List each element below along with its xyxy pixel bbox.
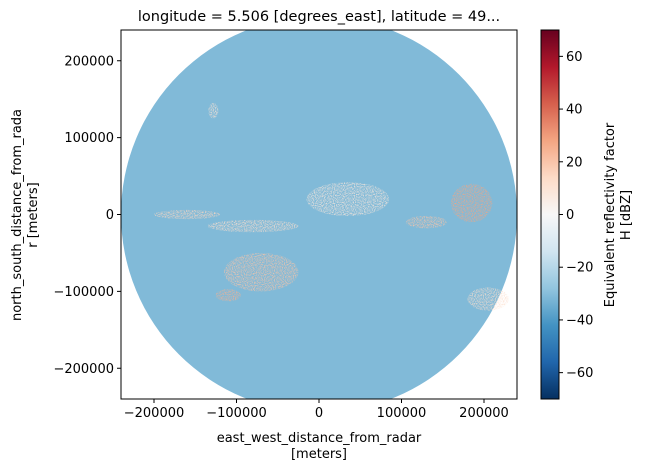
y-tick-label: 100000 [64, 131, 114, 146]
x-tick-label: 200000 [459, 406, 509, 421]
colorbar-label-line2: H [dBZ] [619, 190, 634, 240]
y-tick-label: −200000 [53, 362, 114, 377]
echo-layer [154, 103, 509, 311]
echo-region [306, 182, 390, 217]
colorbar-tick-label: −20 [566, 261, 593, 276]
chart-title: longitude = 5.506 [degrees_east], latitu… [138, 9, 500, 25]
plot-area [121, 30, 517, 399]
colorbar [540, 29, 560, 400]
y-tick-label: −100000 [53, 285, 114, 300]
colorbar-tick-label: −60 [566, 366, 593, 381]
colorbar-label-line1: Equivalent reflectivity factor [603, 122, 618, 307]
x-tick-label: 0 [315, 406, 323, 421]
x-tick-label: 100000 [377, 406, 427, 421]
x-tick-label: −200000 [124, 406, 185, 421]
echo-region [467, 287, 509, 311]
radar-coverage-disk [121, 30, 517, 399]
x-tick-label: −100000 [206, 406, 267, 421]
colorbar-tick-label: 60 [566, 50, 583, 65]
x-axis-ticks: −200000 −100000 0 100000 200000 [124, 399, 509, 421]
echo-region [207, 219, 299, 233]
echo-region [451, 183, 493, 223]
colorbar-tick-label: 40 [566, 103, 583, 118]
colorbar-tick-label: 0 [566, 208, 574, 223]
colorbar-ticks: 60 40 20 0 −20 −40 −60 [559, 50, 593, 381]
echo-region [154, 209, 220, 220]
echo-region [224, 252, 299, 292]
y-axis-ticks: −200000 −100000 0 100000 200000 [53, 54, 121, 377]
y-axis-label-line2: r [meters] [26, 182, 41, 248]
colorbar-tick-label: 20 [566, 155, 583, 170]
colorbar-tick-label: −40 [566, 313, 593, 328]
echo-region [215, 289, 241, 302]
echo-region [208, 103, 219, 119]
y-tick-label: 200000 [64, 54, 114, 69]
x-axis-label-line1: east_west_distance_from_radar [217, 431, 422, 446]
x-axis-label-line2: [meters] [291, 447, 347, 462]
y-tick-label: 0 [106, 208, 114, 223]
y-axis-label-line1: north_south_distance_from_rada [10, 109, 25, 321]
echo-region [405, 216, 447, 229]
